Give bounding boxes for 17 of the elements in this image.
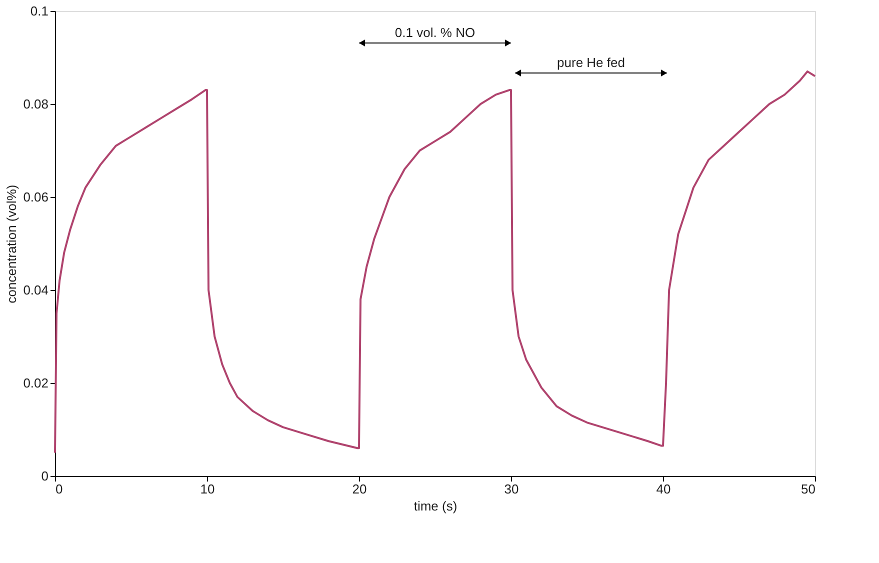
x-tick-label: 20 — [352, 482, 367, 496]
x-tick-label: 0 — [56, 482, 63, 496]
annotation: 0.1 vol. % NO — [394, 25, 476, 40]
annotation: pure He fed — [557, 55, 625, 70]
x-axis-title: time (s) — [414, 498, 458, 514]
y-tick-label: 0.04 — [23, 282, 48, 298]
x-tick-label: 50 — [801, 482, 816, 496]
x-tick-label: 40 — [656, 482, 671, 496]
y-tick-label: 0.08 — [23, 96, 48, 112]
y-axis-title: concentration (vol%) — [4, 184, 20, 304]
y-tick-label: 0.1 — [30, 4, 48, 18]
x-tick-label: 10 — [200, 482, 215, 496]
y-tick-label: 0 — [41, 468, 48, 484]
x-tick-label: 30 — [504, 482, 519, 496]
y-tick-label: 0.02 — [23, 376, 48, 390]
line-series — [54, 70, 816, 454]
y-tick-label: 0.06 — [23, 190, 48, 204]
